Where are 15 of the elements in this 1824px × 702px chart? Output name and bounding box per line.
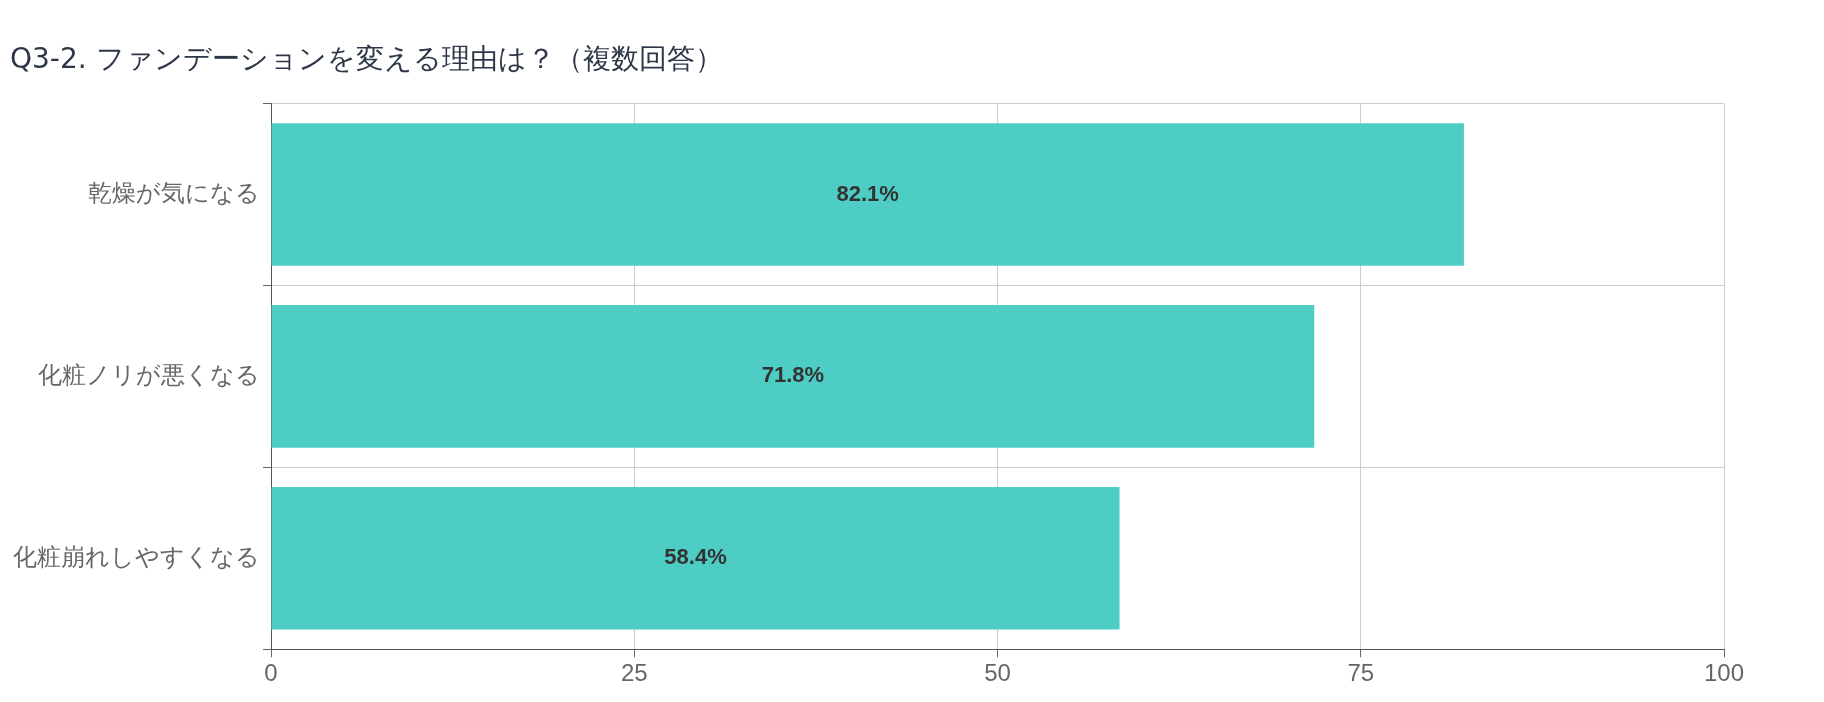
bar xyxy=(271,123,1464,266)
x-tick-label: 25 xyxy=(620,659,648,687)
x-tick-label: 50 xyxy=(984,659,1011,687)
y-tick-label: 乾燥が気になる xyxy=(88,179,260,207)
data-label: 82.1% xyxy=(836,180,899,206)
x-tick-label: 0 xyxy=(264,659,278,687)
x-tick-label: 75 xyxy=(1347,659,1375,687)
bar xyxy=(271,305,1315,448)
data-label: 71.8% xyxy=(761,362,825,388)
data-label: 58.4% xyxy=(664,544,727,570)
chart-title: Q3-2. ファンデーションを変える理由は？（複数回答） xyxy=(10,42,723,76)
y-tick-label: 化粧崩れしやすくなる xyxy=(13,542,260,570)
y-tick-label: 化粧ノリが悪くなる xyxy=(38,361,260,389)
x-tick-label: 100 xyxy=(1703,659,1745,687)
bar xyxy=(271,486,1120,630)
